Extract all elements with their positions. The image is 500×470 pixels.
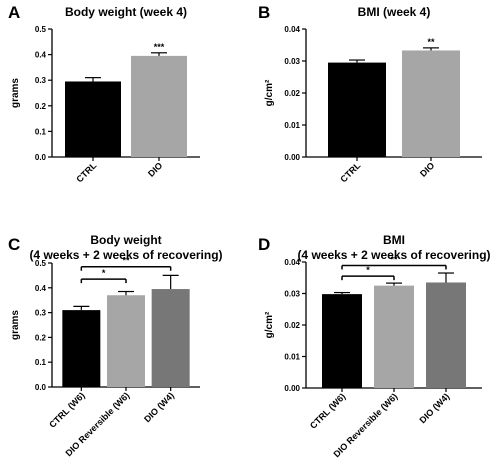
y-tick-label: 0.00 bbox=[284, 384, 300, 393]
significance-label: ** bbox=[390, 254, 398, 264]
y-tick-label: 0.00 bbox=[284, 153, 300, 162]
bar-0 bbox=[322, 294, 362, 388]
y-axis-label: grams bbox=[10, 310, 21, 340]
y-tick-label: 0.3 bbox=[35, 309, 47, 318]
chart-title: BMI (week 4) bbox=[358, 5, 431, 19]
x-tick-label: DIO bbox=[146, 160, 164, 178]
x-tick-label: DIO bbox=[418, 160, 436, 178]
x-tick-label: DIO (W4) bbox=[417, 391, 451, 425]
y-tick-label: 0.04 bbox=[284, 258, 300, 267]
y-tick-label: 0.02 bbox=[284, 89, 300, 98]
x-tick-label: CTRL bbox=[74, 160, 98, 184]
y-tick-label: 0.3 bbox=[35, 76, 47, 85]
bar-1 bbox=[374, 285, 414, 388]
panel-letter: A bbox=[8, 3, 20, 22]
y-tick-label: 0.1 bbox=[35, 358, 47, 367]
x-tick-label: CTRL (W6) bbox=[308, 391, 347, 430]
chart-title: Body weight (week 4) bbox=[65, 5, 187, 19]
y-tick-label: 0.0 bbox=[35, 153, 47, 162]
bar-2 bbox=[151, 289, 190, 387]
chart-subtitle: (4 weeks + 2 weeks of recovering) bbox=[29, 248, 222, 262]
x-tick-label: DIO (W4) bbox=[142, 390, 176, 424]
y-tick-label: 0.03 bbox=[284, 290, 300, 299]
bar-1 bbox=[402, 50, 460, 157]
bar-2 bbox=[426, 282, 466, 388]
panel-letter: B bbox=[258, 3, 270, 22]
chart-title: Body weight bbox=[90, 233, 161, 247]
y-tick-label: 0.01 bbox=[284, 121, 300, 130]
y-tick-label: 0.4 bbox=[35, 51, 47, 60]
x-tick-label: CTRL (W6) bbox=[47, 390, 86, 429]
bar-1 bbox=[131, 55, 187, 157]
bar-0 bbox=[328, 62, 386, 157]
y-tick-label: 0.5 bbox=[35, 259, 47, 268]
panel-letter: D bbox=[258, 235, 270, 254]
y-axis-label: g/cm² bbox=[264, 311, 275, 338]
bar-0 bbox=[65, 81, 121, 157]
significance-label: *** bbox=[154, 42, 165, 52]
x-tick-label: CTRL bbox=[338, 160, 362, 184]
significance-label: * bbox=[366, 265, 370, 275]
chart-subtitle: (4 weeks + 2 weeks of recovering) bbox=[297, 248, 490, 262]
panel-letter: C bbox=[8, 235, 20, 254]
chart-title: BMI bbox=[383, 233, 405, 247]
y-tick-label: 0.02 bbox=[284, 321, 300, 330]
significance-label: * bbox=[102, 268, 106, 278]
y-tick-label: 0.1 bbox=[35, 127, 47, 136]
y-tick-label: 0.0 bbox=[35, 383, 47, 392]
y-tick-label: 0.5 bbox=[35, 25, 47, 34]
y-tick-label: 0.2 bbox=[35, 333, 47, 342]
y-axis-label: g/cm² bbox=[264, 79, 275, 106]
y-tick-label: 0.4 bbox=[35, 284, 47, 293]
y-tick-label: 0.03 bbox=[284, 57, 300, 66]
significance-label: ** bbox=[427, 37, 435, 47]
y-tick-label: 0.04 bbox=[284, 25, 300, 34]
bar-0 bbox=[62, 310, 101, 387]
y-tick-label: 0.01 bbox=[284, 353, 300, 362]
y-axis-label: grams bbox=[10, 78, 21, 108]
significance-label: ** bbox=[122, 256, 130, 266]
bar-1 bbox=[107, 295, 145, 387]
y-tick-label: 0.2 bbox=[35, 102, 47, 111]
